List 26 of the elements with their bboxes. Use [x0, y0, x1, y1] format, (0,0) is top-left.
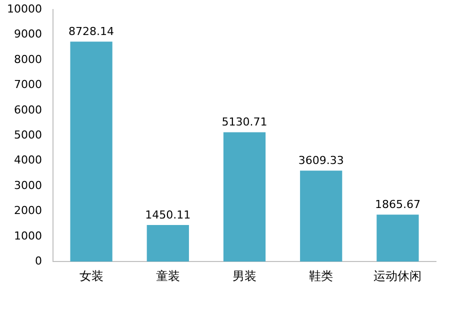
- x-tick-label: 男装: [232, 268, 256, 283]
- y-tick-label: 3000: [14, 178, 42, 192]
- y-tick-label: 6000: [14, 103, 42, 116]
- data-label: 1865.67: [374, 198, 420, 211]
- bar: [300, 170, 342, 262]
- x-tick-label: 童装: [156, 268, 180, 283]
- data-label: 8728.14: [68, 25, 114, 38]
- data-label: 1450.11: [145, 208, 191, 222]
- x-tick-label: 女装: [79, 268, 104, 283]
- bar: [376, 214, 419, 262]
- y-tick-label: 10000: [6, 2, 42, 16]
- y-tick-label: 9000: [14, 28, 42, 41]
- x-tick-label: 鞋类: [309, 268, 334, 283]
- data-label: 3609.33: [298, 154, 344, 168]
- y-tick-label: 7000: [14, 78, 42, 92]
- y-tick-label: 8000: [14, 52, 42, 66]
- x-tick-label: 运动休闲: [374, 268, 422, 283]
- bar: [70, 42, 112, 262]
- y-tick-label: 1000: [14, 229, 42, 242]
- y-tick-label: 4000: [14, 154, 42, 167]
- data-label: 5130.71: [222, 116, 268, 129]
- y-tick-label: 5000: [14, 128, 42, 142]
- bar: [146, 225, 189, 262]
- y-tick-label: 0: [34, 254, 42, 268]
- y-tick-label: 2000: [14, 204, 42, 218]
- bar: [223, 132, 266, 262]
